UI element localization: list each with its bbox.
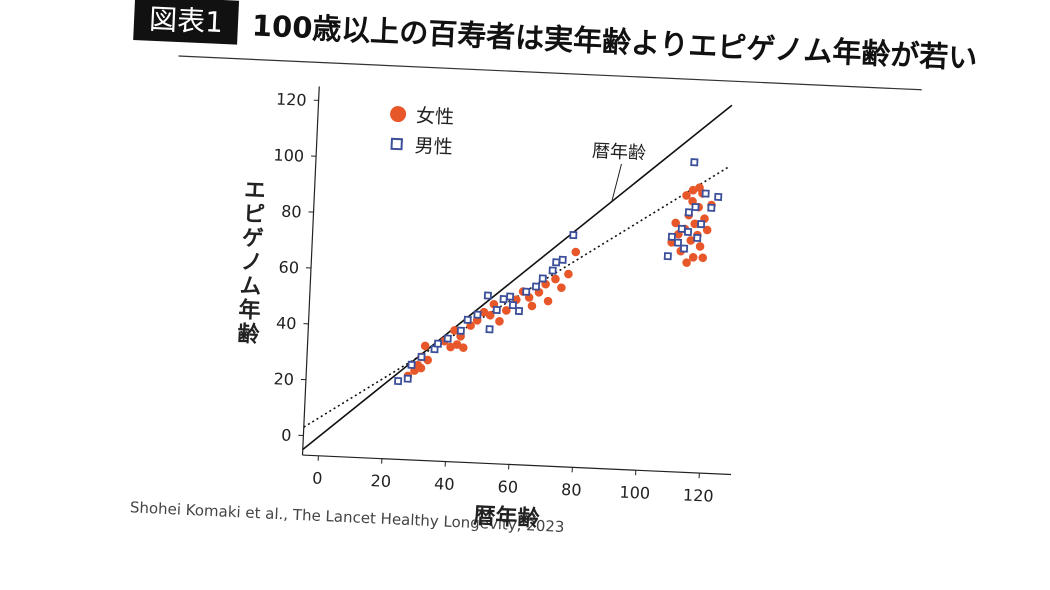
chart-body: 図表1 100歳以上の百寿者は実年齢よりエピゲノム年齢が若い Shohei Ko… (130, 0, 978, 536)
point (569, 231, 578, 240)
x-tick-label: 80 (561, 480, 582, 500)
point (506, 292, 515, 301)
point (695, 183, 704, 192)
label-box (133, 0, 240, 45)
point (407, 360, 416, 369)
point (673, 238, 683, 247)
point (538, 274, 547, 283)
point (663, 252, 672, 261)
annotation-leader (611, 163, 622, 202)
point (417, 352, 426, 362)
point (548, 266, 557, 275)
point (671, 218, 680, 228)
point (456, 326, 465, 335)
point (394, 376, 403, 386)
point (450, 326, 459, 335)
point (714, 192, 723, 201)
point (495, 316, 504, 326)
point (522, 287, 531, 296)
point (492, 305, 501, 315)
x-tick-label: 0 (312, 469, 323, 488)
point (416, 363, 426, 373)
point (683, 227, 693, 236)
figure-label: 図表1 (148, 3, 223, 39)
point (473, 310, 482, 319)
point (698, 253, 708, 263)
y-tick-label: 120 (276, 89, 307, 109)
point (543, 296, 553, 306)
legend-label: 男性 (414, 135, 453, 159)
point (701, 189, 710, 198)
point (691, 203, 700, 212)
y-tick-label: 40 (276, 313, 297, 333)
y-tick-label: 100 (273, 145, 304, 165)
x-tick-label: 20 (370, 471, 391, 491)
y-tick-label: 80 (281, 202, 302, 222)
legend-marker (390, 106, 407, 123)
point (667, 232, 676, 241)
y-axis (301, 86, 320, 456)
point (571, 247, 581, 257)
point (403, 374, 412, 383)
point (677, 224, 686, 233)
point (697, 220, 706, 229)
x-tick-label: 120 (683, 485, 714, 505)
point (693, 233, 702, 243)
x-tick-label: 40 (434, 474, 455, 494)
point (485, 310, 495, 320)
point (686, 236, 696, 245)
point (420, 341, 430, 351)
y-tick-label: 60 (278, 258, 299, 278)
point (684, 208, 693, 217)
x-axis-label: 暦年齢 (473, 503, 541, 532)
point (446, 342, 455, 352)
point (485, 325, 494, 334)
x-axis (302, 454, 732, 476)
point (707, 203, 716, 212)
reference-line (303, 165, 730, 428)
point (483, 291, 492, 300)
x-tick-label: 60 (497, 477, 518, 497)
point (688, 185, 698, 195)
point (690, 219, 700, 229)
point (688, 253, 698, 262)
legend-label: 女性 (416, 105, 455, 129)
y-tick-label: 20 (273, 369, 294, 389)
point (443, 334, 452, 343)
point (557, 283, 566, 293)
point (527, 301, 537, 311)
point (502, 306, 511, 315)
point (423, 355, 433, 365)
point (702, 225, 712, 235)
point (564, 269, 573, 279)
legend-marker (390, 137, 403, 151)
point (682, 191, 691, 200)
point (558, 255, 567, 264)
point (433, 339, 443, 348)
chart-title: 100歳以上の百寿者は実年齢よりエピゲノム年齢が若い (251, 8, 978, 75)
y-axis-label: エピゲノム年齢 (233, 177, 267, 346)
point (508, 301, 517, 310)
point (552, 258, 561, 267)
annotation: 暦年齢 (592, 141, 647, 164)
y-tick-label: 0 (281, 426, 292, 445)
title-rule (178, 55, 922, 91)
reference-line (302, 104, 733, 451)
x-tick-label: 100 (619, 483, 650, 503)
point (458, 343, 468, 352)
point (514, 306, 524, 316)
point (499, 295, 508, 304)
point (463, 315, 472, 324)
point (695, 242, 705, 251)
point (679, 244, 689, 253)
point (690, 158, 699, 167)
point (551, 274, 560, 284)
point (682, 258, 691, 267)
point (531, 282, 541, 291)
